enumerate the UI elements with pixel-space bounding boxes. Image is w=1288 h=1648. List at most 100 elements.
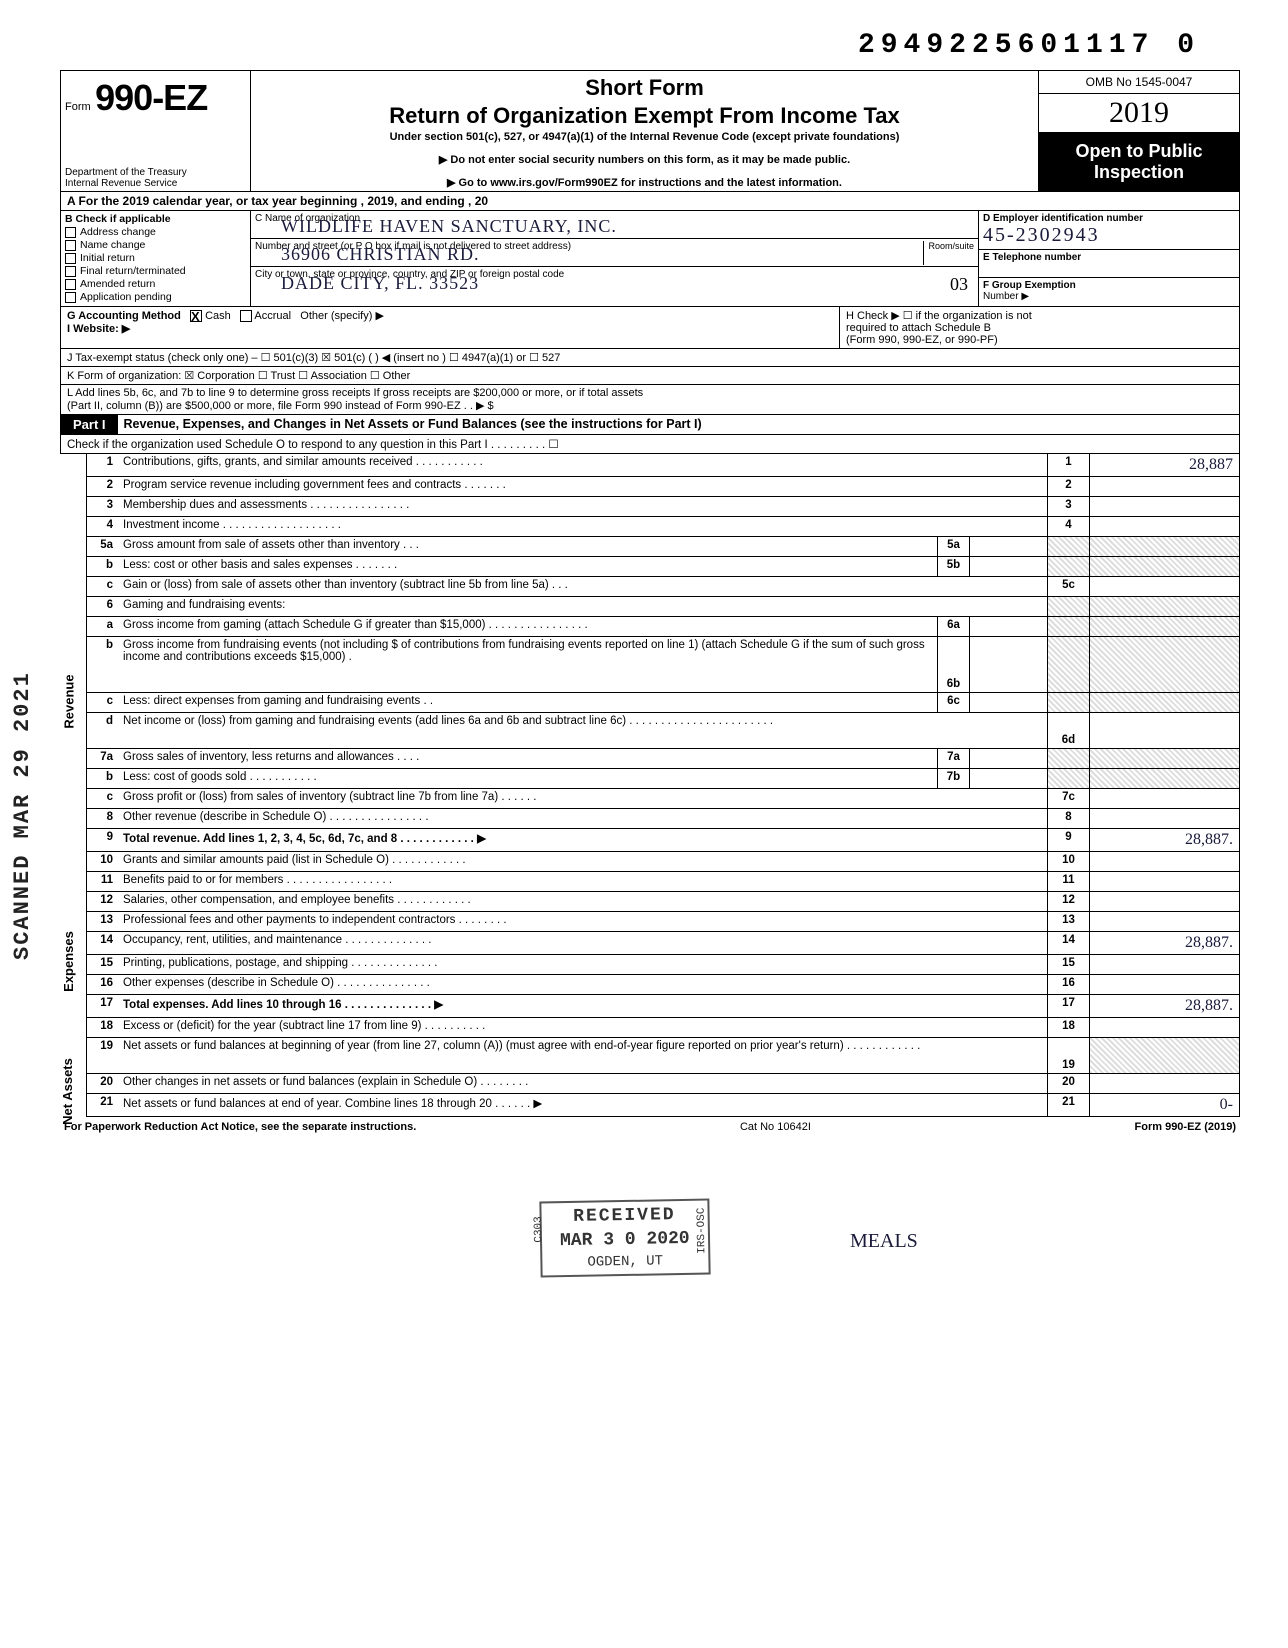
row-i: I Website: ▶ [67,322,833,335]
title-box: Short Form Return of Organization Exempt… [251,71,1039,191]
right-header-box: OMB No 1545-0047 2019 Open to Public Ins… [1039,71,1239,191]
col-def: D Employer identification number 45-2302… [979,211,1239,306]
part1-check-row: Check if the organization used Schedule … [60,435,1240,454]
chk-cash[interactable] [190,310,202,322]
line-7c: cGross profit or (loss) from sales of in… [87,789,1239,809]
dept-line1: Department of the Treasury [65,167,246,178]
footer-center: Cat No 10642I [740,1121,811,1133]
line-6: 6Gaming and fundraising events: [87,597,1239,617]
received-stamp: RECEIVED MAR 3 0 2020 OGDEN, UT C303 IRS… [539,1199,710,1278]
line-16: 16Other expenses (describe in Schedule O… [87,975,1239,995]
line-org-name: C Name of organization WILDLIFE HAVEN SA… [251,211,978,239]
chk-app-pending[interactable]: Application pending [65,291,246,303]
col-c-org-info: C Name of organization WILDLIFE HAVEN SA… [251,211,979,306]
part1-header-row: Part I Revenue, Expenses, and Changes in… [60,415,1240,435]
city-value: DADE CITY, FL. 33523 [281,273,479,294]
line-6a: aGross income from gaming (attach Schedu… [87,617,1239,637]
line-14: 14Occupancy, rent, utilities, and mainte… [87,932,1239,955]
stamp-location: OGDEN, UT [560,1253,690,1271]
line-1: 1Contributions, gifts, grants, and simil… [87,454,1239,477]
main-grid: 1Contributions, gifts, grants, and simil… [86,454,1240,1117]
d-label: D Employer identification number [983,213,1235,224]
right-h: H Check ▶ ☐ if the organization is not r… [839,307,1239,348]
line-18: 18Excess or (deficit) for the year (subt… [87,1018,1239,1038]
f-sub: Number ▶ [983,291,1235,302]
form-label: Form [65,101,91,113]
cell-ein: D Employer identification number 45-2302… [979,211,1239,250]
line-6b: bGross income from fundraising events (n… [87,637,1239,693]
row-l: L Add lines 5b, 6c, and 7b to line 9 to … [60,385,1240,415]
room-value: 03 [950,274,968,295]
side-revenue: Revenue [62,674,77,728]
line-6d: dNet income or (loss) from gaming and fu… [87,713,1239,749]
h-label: H Check ▶ ☐ if the organization is not [846,309,1233,322]
chk-accrual[interactable] [240,310,252,322]
chk-address-change[interactable]: Address change [65,226,246,238]
open-to-public: Open to Public Inspection [1039,133,1239,191]
side-netassets: Net Assets [60,1058,75,1125]
ein-value: 45-2302943 [983,224,1235,247]
line-12: 12Salaries, other compensation, and empl… [87,892,1239,912]
line-20: 20Other changes in net assets or fund ba… [87,1074,1239,1094]
org-name-value: WILDLIFE HAVEN SANCTUARY, INC. [281,216,617,237]
stamp-received: RECEIVED [559,1205,689,1227]
chk-amended[interactable]: Amended return [65,278,246,290]
g-other: Other (specify) ▶ [300,310,384,322]
line-17: 17Total expenses. Add lines 10 through 1… [87,995,1239,1018]
cell-group-exemption: F Group Exemption Number ▶ [979,278,1239,306]
footer: For Paperwork Reduction Act Notice, see … [60,1119,1240,1135]
subtitle: Under section 501(c), 527, or 4947(a)(1)… [257,131,1032,143]
omb-number: OMB No 1545-0047 [1039,71,1239,94]
line-21: 21Net assets or fund balances at end of … [87,1094,1239,1116]
chk-final-return[interactable]: Final return/terminated [65,265,246,277]
chk-name-change[interactable]: Name change [65,239,246,251]
line-address: Number and street (or P O box if mail is… [251,239,978,267]
stamp-date: MAR 3 0 2020 [560,1229,690,1251]
line-2: 2Program service revenue including gover… [87,477,1239,497]
line-13: 13Professional fees and other payments t… [87,912,1239,932]
l-line1: L Add lines 5b, 6c, and 7b to line 9 to … [67,387,1233,399]
form-number: 990-EZ [95,77,207,118]
side-expenses: Expenses [61,931,76,992]
stamp-code: C303 [533,1216,545,1243]
footer-right: Form 990-EZ (2019) [1135,1121,1236,1133]
b-title: B Check if applicable [65,213,246,225]
short-form-title: Short Form [257,75,1032,101]
section-bcdef: B Check if applicable Address change Nam… [60,211,1240,307]
side-labels: Revenue Expenses Net Assets [60,454,86,1117]
open-line2: Inspection [1041,162,1237,183]
line-5b: bLess: cost or other basis and sales exp… [87,557,1239,577]
line-city: City or town, state or province, country… [251,267,978,295]
line-6c: cLess: direct expenses from gaming and f… [87,693,1239,713]
form-page: 2949225601117 0 Form 990-EZ Department o… [60,30,1240,1135]
line-11: 11Benefits paid to or for members . . . … [87,872,1239,892]
line-4: 4Investment income . . . . . . . . . . .… [87,517,1239,537]
g-label: G Accounting Method [67,310,181,322]
h-sub2: (Form 990, 990-EZ, or 990-PF) [846,334,1233,346]
dept-treasury: Department of the Treasury Internal Reve… [65,167,246,189]
footer-left: For Paperwork Reduction Act Notice, see … [64,1121,416,1133]
line-7a: 7aGross sales of inventory, less returns… [87,749,1239,769]
scanned-stamp: SCANNED MAR 29 2021 [10,671,35,960]
col-b-checkboxes: B Check if applicable Address change Nam… [61,211,251,306]
f-label: F Group Exemption [983,280,1235,291]
l-line2: (Part II, column (B)) are $500,000 or mo… [67,399,1233,412]
line-7b: bLess: cost of goods sold . . . . . . . … [87,769,1239,789]
line-3: 3Membership dues and assessments . . . .… [87,497,1239,517]
line-15: 15Printing, publications, postage, and s… [87,955,1239,975]
i-label: I Website: ▶ [67,323,130,335]
part1-label: Part I [61,415,118,434]
open-line1: Open to Public [1041,141,1237,162]
e-label: E Telephone number [983,252,1235,263]
line-8: 8Other revenue (describe in Schedule O) … [87,809,1239,829]
dept-line2: Internal Revenue Service [65,178,246,189]
room-suite-label: Room/suite [923,241,974,265]
tax-year: 2019 [1039,94,1239,133]
line-19: 19Net assets or fund balances at beginni… [87,1038,1239,1074]
row-a-tax-year: A For the 2019 calendar year, or tax yea… [60,192,1240,211]
arrow-url: ▶ Go to www.irs.gov/Form990EZ for instru… [257,176,1032,189]
arrow-ssn: ▶ Do not enter social security numbers o… [257,153,1032,166]
stamp-side: IRS-OSC [696,1207,709,1253]
part1-title: Revenue, Expenses, and Changes in Net As… [118,415,1239,434]
chk-initial-return[interactable]: Initial return [65,252,246,264]
